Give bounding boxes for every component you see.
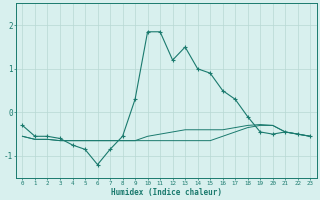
X-axis label: Humidex (Indice chaleur): Humidex (Indice chaleur)	[111, 188, 222, 197]
